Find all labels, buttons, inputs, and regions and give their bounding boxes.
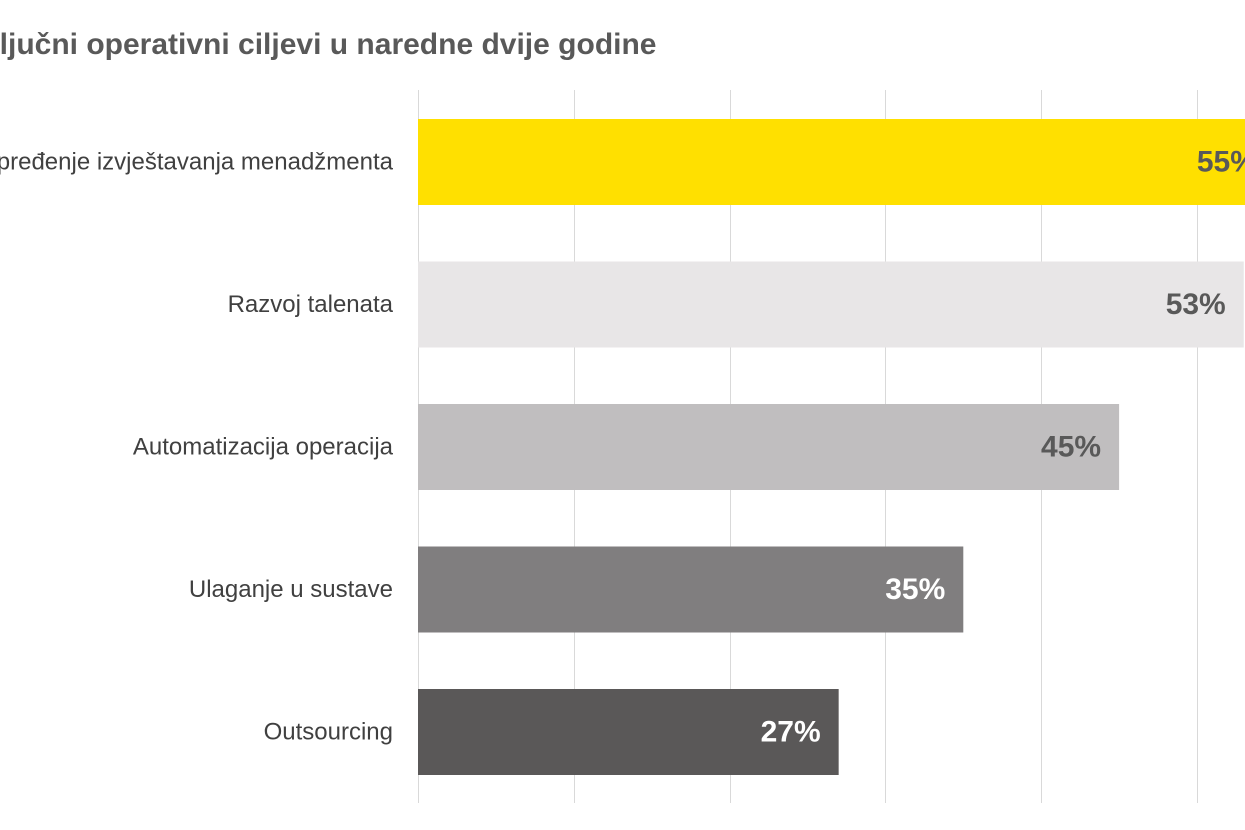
category-label: Unapređenje izvještavanja menadžmenta — [0, 149, 394, 176]
data-label: 53% — [1166, 288, 1226, 321]
data-label: 35% — [885, 573, 945, 606]
data-label: 55% — [1197, 146, 1245, 179]
bar — [418, 404, 1120, 490]
data-labels: 55% 53% 45% 35% 27% — [761, 146, 1245, 749]
data-label: 27% — [761, 716, 821, 749]
category-label: Razvoj talenata — [228, 291, 394, 318]
category-label: Ulaganje u sustave — [189, 576, 393, 603]
category-label: Outsourcing — [264, 719, 393, 746]
bar — [418, 546, 964, 633]
data-label: 45% — [1041, 431, 1101, 464]
category-label: Automatizacija operacija — [133, 434, 394, 461]
bars — [418, 119, 1245, 775]
chart-title: Ključni operativni ciljevi u naredne dvi… — [0, 28, 657, 61]
bar — [418, 119, 1245, 205]
category-labels: Unapređenje izvještavanja menadžmenta Raz… — [0, 149, 394, 746]
bar — [418, 261, 1244, 348]
bar — [418, 689, 839, 775]
